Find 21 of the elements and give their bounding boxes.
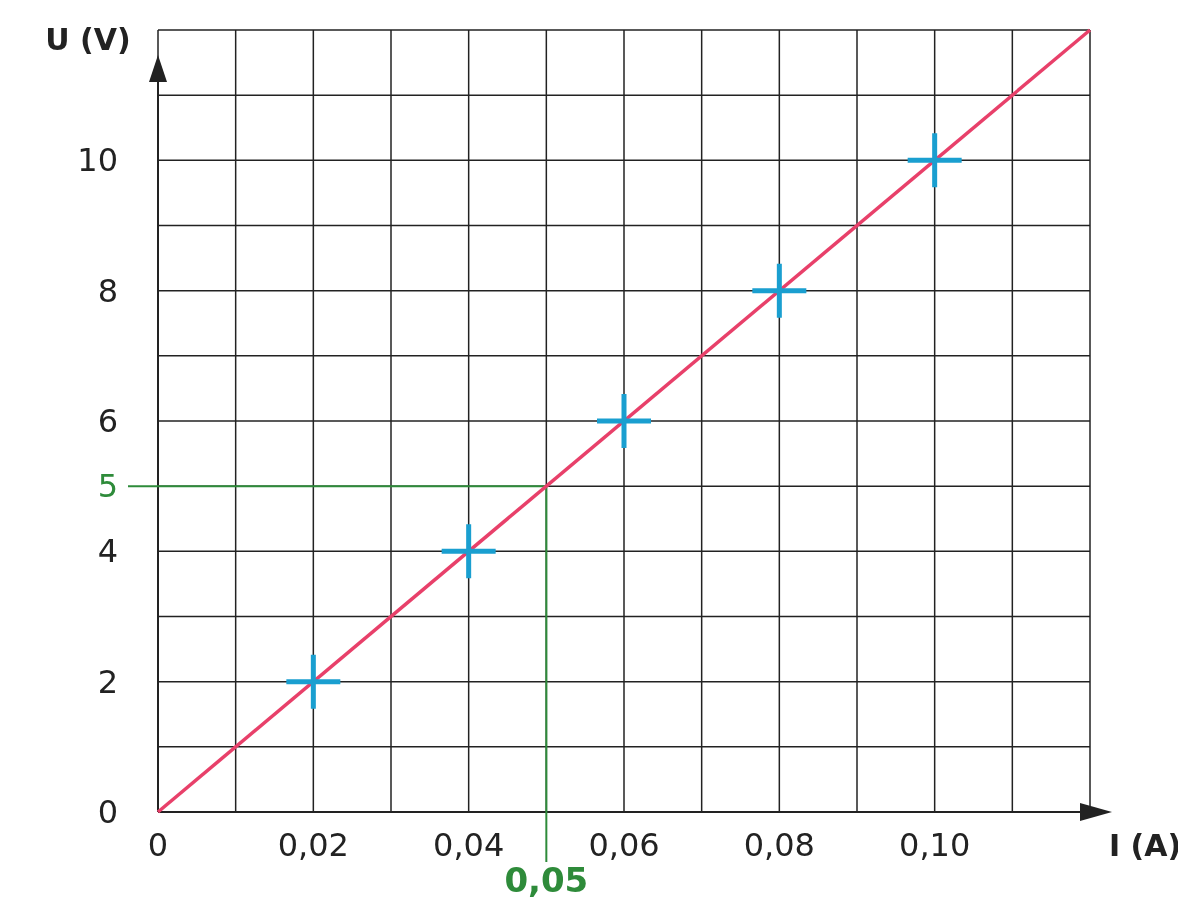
x-axis-title: I (A) [1108,828,1182,863]
ref-line-label: 0,05 [504,860,589,900]
point [441,524,496,579]
ref-line-label: 5 [97,467,118,506]
point [286,654,341,709]
y-tick-label: 10 [77,141,118,180]
x-tick-label: 0,06 [588,826,660,864]
x-tick-label: 0,04 [433,826,505,864]
y-tick-label: 0 [97,793,118,831]
y-tick-label: 4 [97,532,118,571]
point [597,394,651,448]
point [752,263,807,318]
y-tick-label: 6 [97,402,118,440]
x-tick-label: 0,02 [277,826,349,864]
y-axis-title: U (V) [45,22,131,57]
x-tick-label: 0,10 [899,826,971,864]
y-tick-label: 8 [97,271,118,310]
x-tick-label: 0 [147,826,169,864]
y-tick-label: 2 [97,662,118,701]
point [907,133,962,188]
x-tick-label: 0,08 [743,826,815,864]
